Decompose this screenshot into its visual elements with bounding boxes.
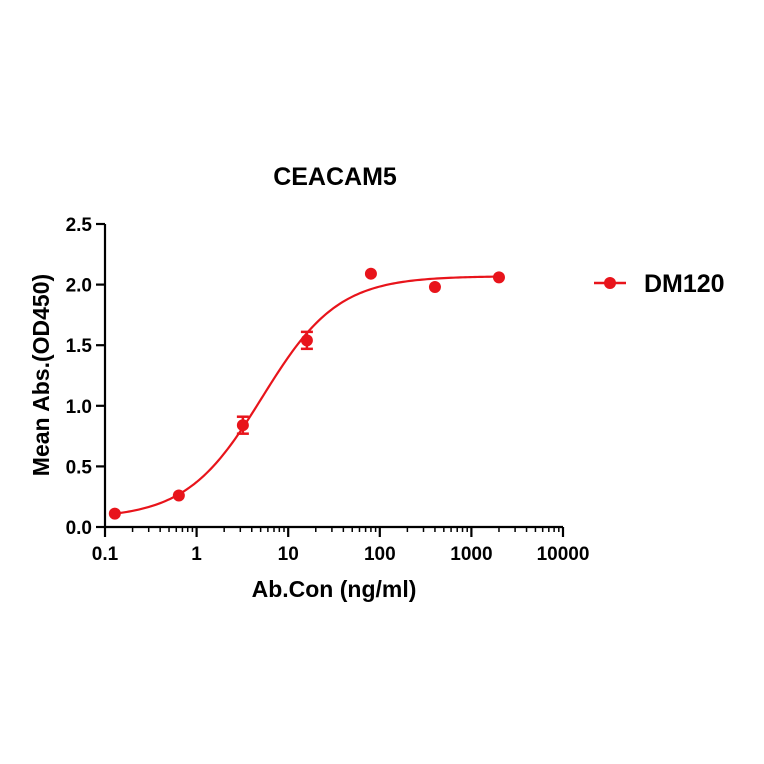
legend-label: DM120: [644, 270, 725, 298]
data-point: [492, 271, 505, 284]
y-axis-label: Mean Abs.(OD450): [28, 274, 54, 476]
x-tick-label: 1: [191, 544, 202, 565]
y-tick-label: 0.0: [66, 518, 92, 539]
data-point: [364, 267, 377, 280]
x-tick-label: 0.1: [92, 544, 119, 565]
x-tick-label: 10: [278, 544, 299, 565]
y-tick-label: 0.5: [66, 457, 93, 478]
x-ticks: 0.1 1 10 100 1000 10000: [92, 527, 590, 565]
data-point: [172, 489, 185, 502]
fit-curve: [114, 275, 499, 515]
data-point: [300, 334, 313, 347]
legend-marker: [604, 277, 616, 289]
y-tick-label: 1.5: [66, 336, 93, 357]
y-tick-label: 2.5: [66, 215, 93, 236]
x-tick-label: 10000: [537, 544, 590, 565]
data-point: [236, 419, 249, 432]
y-tick-label: 2.0: [66, 276, 92, 297]
x-tick-label: 1000: [450, 544, 492, 565]
data-point: [108, 507, 121, 520]
y-tick-label: 1.0: [66, 397, 92, 418]
x-tick-label: 100: [364, 544, 396, 565]
legend: DM120: [594, 270, 725, 298]
chart-title: CEACAM5: [273, 163, 397, 191]
data-point: [428, 281, 441, 294]
y-ticks: 0.0 0.5 1.0 1.5 2.0 2.5: [66, 215, 105, 539]
plot-area: [108, 267, 505, 520]
x-axis-label: Ab.Con (ng/ml): [252, 576, 417, 602]
